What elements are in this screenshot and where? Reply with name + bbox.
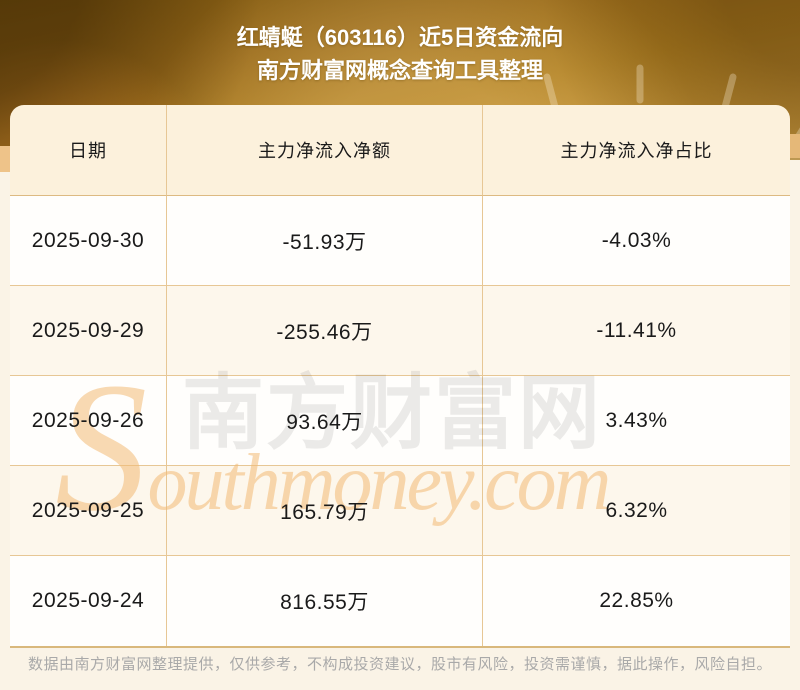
table-row-cell-net-inflow-pct: 6.32% <box>482 466 790 556</box>
column-header-net-inflow: 主力净流入净额 <box>166 105 482 196</box>
table-row-cell-date: 2025-09-25 <box>10 466 166 556</box>
table-row-cell-net-inflow: 816.55万 <box>166 556 482 646</box>
table-row-cell-net-inflow-pct: -11.41% <box>482 286 790 376</box>
page-subtitle: 南方财富网概念查询工具整理 <box>256 58 543 83</box>
title-block: 红蜻蜓（603116）近5日资金流向 南方财富网概念查询工具整理 <box>0 0 800 87</box>
disclaimer-text: 数据由南方财富网整理提供，仅供参考，不构成投资建议，股市有风险，投资需谨慎，据此… <box>27 656 772 673</box>
table-row-cell-date: 2025-09-29 <box>10 286 166 376</box>
banner-edge-wedge-left <box>0 146 11 172</box>
table-row-cell-net-inflow: -255.46万 <box>166 286 482 376</box>
page-title: 红蜻蜓（603116）近5日资金流向 <box>236 25 564 50</box>
table-row-cell-net-inflow-pct: 3.43% <box>482 376 790 466</box>
column-header-net-inflow-pct: 主力净流入净占比 <box>482 105 790 196</box>
banner-edge-wedge-right <box>789 134 800 158</box>
table-row-cell-net-inflow: -51.93万 <box>166 196 482 286</box>
column-header-date: 日期 <box>10 105 166 196</box>
table-row-cell-date: 2025-09-30 <box>10 196 166 286</box>
table-row-cell-net-inflow: 93.64万 <box>166 376 482 466</box>
table-row-cell-net-inflow-pct: 22.85% <box>482 556 790 646</box>
table-row-cell-net-inflow-pct: -4.03% <box>482 196 790 286</box>
table-row-cell-net-inflow: 165.79万 <box>166 466 482 556</box>
fund-flow-table: 日期 主力净流入净额 主力净流入净占比 2025-09-30 -51.93万 -… <box>10 105 790 648</box>
table-row-cell-date: 2025-09-26 <box>10 376 166 466</box>
table-row-cell-date: 2025-09-24 <box>10 556 166 646</box>
